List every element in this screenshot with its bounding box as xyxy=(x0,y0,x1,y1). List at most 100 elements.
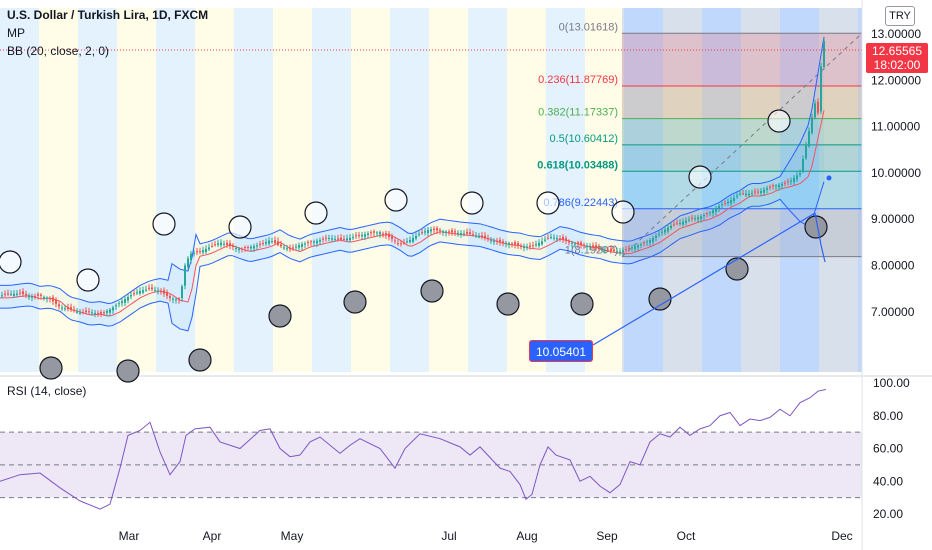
candle-body xyxy=(178,298,180,300)
candle-body xyxy=(712,210,714,214)
candle-body xyxy=(559,238,561,240)
candle-body xyxy=(166,292,168,296)
candle-body xyxy=(295,246,297,248)
pattern-circle-bottom xyxy=(268,304,292,328)
background-band xyxy=(156,8,195,372)
indicator-mp-label[interactable]: MP xyxy=(7,26,25,40)
candle-body xyxy=(664,229,666,233)
bb-fill xyxy=(0,36,824,331)
candle-body xyxy=(4,293,6,295)
candle-body xyxy=(430,229,432,232)
candle-body xyxy=(808,131,810,147)
candle-body xyxy=(439,229,441,231)
candle-body xyxy=(208,247,210,250)
candle-body xyxy=(631,247,633,249)
candle-body xyxy=(313,241,315,243)
candle-body xyxy=(181,286,183,299)
candle-body xyxy=(55,299,57,304)
background-band xyxy=(312,8,351,372)
candle-body xyxy=(106,310,108,313)
candle-body xyxy=(670,225,672,229)
candle-body xyxy=(7,293,9,295)
rsi-tick-label: 60.00 xyxy=(873,442,903,456)
candle-body xyxy=(811,117,813,133)
candle-body xyxy=(460,233,462,235)
background-band xyxy=(858,8,862,372)
candle-body xyxy=(52,297,54,302)
candle-body xyxy=(520,245,522,247)
fib-label: 0.382(11.17337) xyxy=(538,107,618,119)
candle-body xyxy=(487,238,489,240)
rsi-tick-label: 40.00 xyxy=(873,474,903,488)
candle-body xyxy=(244,247,246,249)
x-tick-label: May xyxy=(281,529,304,543)
indicator-rsi-label[interactable]: RSI (14, close) xyxy=(7,384,87,398)
price-callout[interactable]: 10.05401 xyxy=(529,340,593,362)
candle-body xyxy=(412,237,414,242)
candle-body xyxy=(754,191,756,193)
candle-body xyxy=(799,172,801,175)
x-tick-label: Aug xyxy=(516,529,537,543)
candle-body xyxy=(400,243,402,245)
candle-body xyxy=(496,240,498,242)
candle-body xyxy=(568,241,570,243)
candle-body xyxy=(70,307,72,310)
candle-body xyxy=(136,292,138,294)
candle-body xyxy=(649,240,651,243)
candle-body xyxy=(373,231,375,233)
candle-body xyxy=(817,101,819,113)
projection-line xyxy=(814,212,826,263)
candle-body xyxy=(361,234,363,237)
background-band xyxy=(585,8,624,372)
candle-body xyxy=(73,309,75,311)
trendlines[interactable] xyxy=(592,175,832,346)
candle-body xyxy=(424,231,426,233)
last-price-value: 12.65565 xyxy=(871,44,923,58)
background-band xyxy=(429,8,468,372)
candle-body xyxy=(736,195,738,197)
candle-body xyxy=(688,219,690,221)
candle-body xyxy=(658,233,660,235)
candle-body xyxy=(505,242,507,244)
candle-body xyxy=(457,232,459,234)
bar-countdown: 18:02:00 xyxy=(873,58,921,72)
candle-body xyxy=(91,312,93,314)
candle-body xyxy=(796,175,798,180)
candle-body xyxy=(124,299,126,303)
x-tick-label: Sep xyxy=(596,529,618,543)
candle-body xyxy=(160,291,162,293)
candle-body xyxy=(466,231,468,234)
candle-body xyxy=(652,237,654,242)
candle-body xyxy=(586,245,588,247)
pattern-circle-bottom xyxy=(116,359,140,383)
candle-body xyxy=(25,293,27,296)
background-band xyxy=(195,8,234,372)
axes: 13.00000 12.00000 11.00000 10.00000 9.00000 8… xyxy=(119,0,921,550)
candle-body xyxy=(352,237,354,239)
candle-body xyxy=(289,247,291,250)
candle-body xyxy=(532,245,534,247)
candle-body xyxy=(355,235,357,237)
candle-body xyxy=(202,250,204,253)
candle-body xyxy=(823,40,825,68)
candle-body xyxy=(325,237,327,239)
candle-body xyxy=(514,242,516,245)
candle-body xyxy=(307,241,309,243)
pattern-circle-bottom xyxy=(725,257,749,281)
y-tick-label: 12.00000 xyxy=(871,73,921,87)
currency-badge[interactable]: TRY xyxy=(885,6,915,26)
candle-body xyxy=(556,238,558,240)
candle-body xyxy=(274,240,276,244)
candle-body xyxy=(463,233,465,235)
candle-body xyxy=(640,244,642,246)
candle-body xyxy=(127,296,129,301)
indicator-bb-label[interactable]: BB (20, close, 2, 0) xyxy=(7,44,110,58)
last-price-tag: 12.65565 18:02:00 xyxy=(866,43,928,73)
candle-body xyxy=(577,242,579,245)
candle-body xyxy=(541,241,543,245)
y-tick-label: 10.00000 xyxy=(871,166,921,180)
candle-body xyxy=(121,301,123,304)
candle-body xyxy=(571,242,573,244)
candle-body xyxy=(484,235,486,239)
candle-body xyxy=(622,250,624,253)
